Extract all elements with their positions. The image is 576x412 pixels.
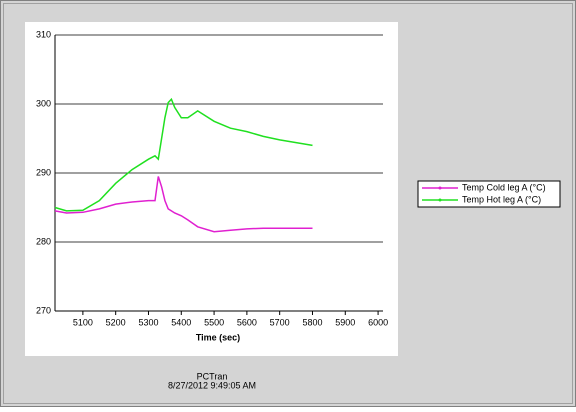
plot-background xyxy=(25,22,398,356)
x-tick-label: 5600 xyxy=(237,317,257,327)
x-tick-label: 6000 xyxy=(368,317,388,327)
x-tick-label: 5500 xyxy=(204,317,224,327)
footer-app: PCTran xyxy=(197,371,228,381)
window-frame xyxy=(3,3,573,404)
legend-label: Temp Cold leg A (°C) xyxy=(462,182,546,192)
legend-label: Temp Hot leg A (°C) xyxy=(462,194,541,204)
y-tick-label: 300 xyxy=(36,98,51,108)
legend-marker xyxy=(438,198,442,202)
footer-date: 8/27/2012 9:49:05 AM xyxy=(168,380,256,390)
legend-box xyxy=(417,180,561,208)
y-tick-label: 290 xyxy=(36,167,51,177)
x-tick-label: 5300 xyxy=(138,317,158,327)
series-line xyxy=(54,176,313,233)
y-tick-label: 310 xyxy=(36,29,51,39)
x-tick-label: 5200 xyxy=(106,317,126,327)
x-tick-label: 5800 xyxy=(302,317,322,327)
y-tick-label: 270 xyxy=(36,305,51,315)
y-tick-label: 280 xyxy=(36,236,51,246)
legend-marker xyxy=(438,186,442,190)
x-axis-label: Time (sec) xyxy=(196,332,240,342)
series-line xyxy=(54,97,313,212)
x-tick-label: 5900 xyxy=(335,317,355,327)
x-tick-label: 5700 xyxy=(270,317,290,327)
x-tick-label: 5400 xyxy=(171,317,191,327)
x-tick-label: 5100 xyxy=(73,317,93,327)
